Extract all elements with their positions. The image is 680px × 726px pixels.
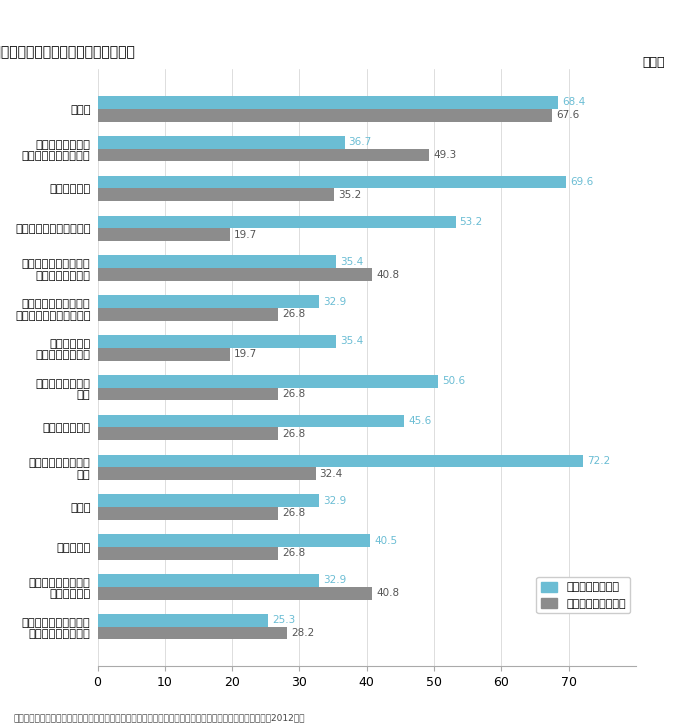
Text: 32.9: 32.9 (323, 576, 346, 585)
Bar (97, 507, 278, 520)
Bar (97, 574, 319, 587)
Text: 68.4: 68.4 (562, 97, 585, 107)
Bar (97, 96, 558, 109)
Bar (97, 494, 319, 507)
Text: 49.3: 49.3 (433, 150, 456, 160)
Bar (97, 295, 319, 308)
Bar (97, 228, 230, 241)
Text: 45.6: 45.6 (409, 416, 432, 426)
Text: 72.2: 72.2 (588, 456, 611, 466)
Bar (97, 388, 278, 400)
Text: 26.8: 26.8 (282, 309, 305, 319)
Bar (97, 614, 268, 627)
Bar (97, 348, 230, 361)
Text: 26.8: 26.8 (282, 389, 305, 399)
Text: 50.6: 50.6 (442, 376, 465, 386)
Bar (97, 587, 372, 600)
Text: 『囶6』　海外派遣者に求める能力、不足している能力: 『囶6』 海外派遣者に求める能力、不足している能力 (0, 44, 135, 58)
Bar (97, 627, 288, 640)
Text: 19.7: 19.7 (234, 229, 258, 240)
Bar (97, 109, 552, 121)
Text: 32.9: 32.9 (323, 496, 346, 506)
Bar (97, 454, 583, 468)
Text: 26.8: 26.8 (282, 429, 305, 439)
Text: 36.7: 36.7 (349, 137, 372, 147)
Text: 40.5: 40.5 (374, 536, 397, 545)
Text: 26.8: 26.8 (282, 548, 305, 558)
Bar (97, 308, 278, 321)
Text: 53.2: 53.2 (460, 217, 483, 227)
Text: 35.2: 35.2 (339, 190, 362, 200)
Text: 67.6: 67.6 (556, 110, 580, 121)
Bar (97, 428, 278, 440)
Bar (97, 256, 336, 268)
Bar (97, 216, 456, 228)
Text: 40.8: 40.8 (376, 269, 399, 280)
Text: 40.8: 40.8 (376, 588, 399, 598)
Text: 出典：産業能率大学総合研究所経営管理研究所「グローバル人材の育成と活用に関する実態調査」報告書（2012年）: 出典：産業能率大学総合研究所経営管理研究所「グローバル人材の育成と活用に関する実… (14, 714, 305, 722)
Text: 35.4: 35.4 (340, 336, 363, 346)
Text: 25.3: 25.3 (272, 615, 295, 625)
Text: 35.4: 35.4 (340, 257, 363, 266)
Bar (97, 375, 438, 388)
Bar (97, 149, 429, 161)
Legend: ＝特に求める能力, ＝不足している能力: ＝特に求める能力, ＝不足している能力 (537, 577, 630, 613)
Text: 28.2: 28.2 (291, 628, 315, 638)
Bar (97, 136, 345, 149)
Bar (97, 547, 278, 560)
Bar (97, 176, 566, 189)
Text: 69.6: 69.6 (570, 177, 593, 187)
Bar (97, 189, 335, 201)
Text: 19.7: 19.7 (234, 349, 258, 359)
Bar (97, 415, 405, 428)
Text: 32.4: 32.4 (320, 469, 343, 478)
Bar (97, 534, 370, 547)
Text: （％）: （％） (643, 56, 665, 69)
Bar (97, 268, 372, 281)
Text: 32.9: 32.9 (323, 297, 346, 306)
Bar (97, 468, 316, 480)
Text: 26.8: 26.8 (282, 508, 305, 518)
Bar (97, 335, 336, 348)
